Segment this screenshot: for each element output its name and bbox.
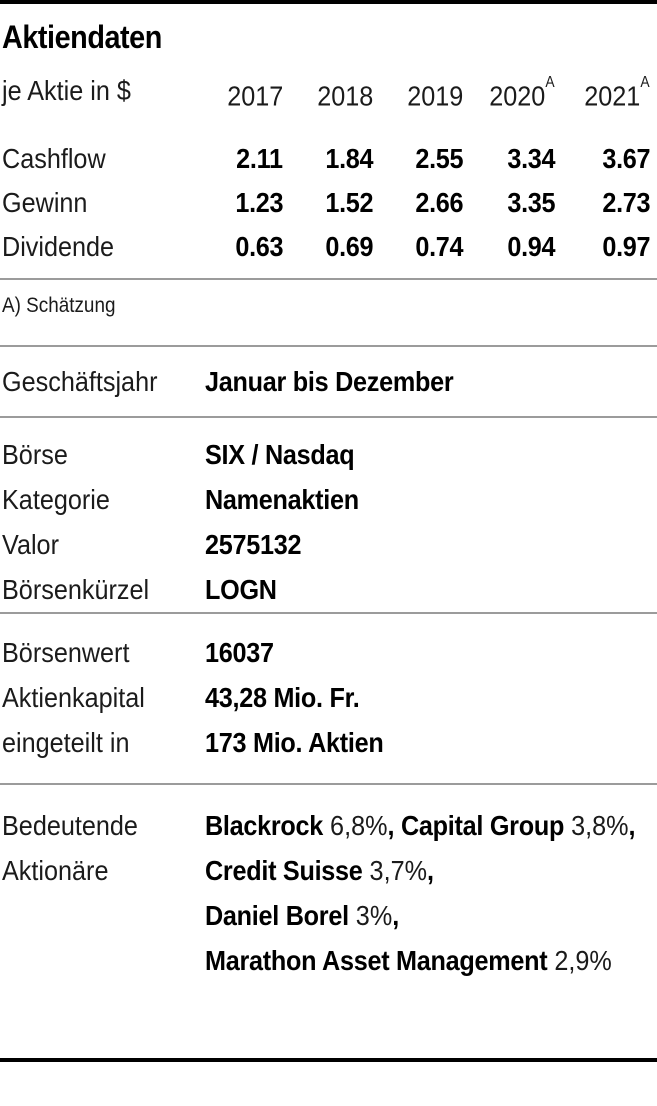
listing-label-boerse: Börse [2,439,68,471]
cell-value: 3.35 [507,187,555,219]
page-title-text: Aktiendaten [2,19,162,55]
row-label: Dividende [2,231,115,263]
cell-value: 0.63 [235,231,283,263]
listing-section: Börse SIX / Nasdaq Kategorie Namenaktien… [0,418,657,612]
fiscal-year-value: Januar bis Dezember [205,366,454,398]
table-row-dividende: Dividende 0.63 0.69 0.74 0.94 0.97 [0,225,657,269]
cell-value: 1.23 [235,187,283,219]
table-row-gewinn: Gewinn 1.23 1.52 2.66 3.35 2.73 [0,181,657,225]
page-title: Aktiendaten [2,18,657,56]
divider [0,278,657,281]
shareholder-line: Credit Suisse 3,7%, [205,855,434,887]
year-header-2017: 2017 [226,80,283,112]
cell-value: 2.55 [415,143,463,175]
shareholders-label-line1: Bedeutende [2,810,138,842]
table-row-cashflow: Cashflow 2.11 1.84 2.55 3.34 3.67 [0,137,657,181]
per-share-table: Cashflow 2.11 1.84 2.55 3.34 3.67 Gewinn… [0,137,657,269]
capital-section: Börsenwert 16037 Aktienkapital 43,28 Mio… [0,614,657,765]
listing-label-boersenkuerzel: Börsenkürzel [2,574,150,606]
footnote: A) Schätzung [2,294,116,318]
shareholder-line: Marathon Asset Management 2,9% [205,945,612,977]
top-rule [0,0,657,4]
cell-value: 3.67 [602,143,650,175]
shareholder-line: Daniel Borel 3%, [205,900,399,932]
shareholders-list: Blackrock 6,8%, Capital Group 3,8%, Cred… [205,803,657,983]
capital-label-boersenwert: Börsenwert [2,637,130,669]
listing-value-boerse: SIX / Nasdaq [205,439,355,471]
capital-label-aktienkapital: Aktienkapital [2,682,145,714]
row-label: Gewinn [2,187,88,219]
capital-label-eingeteilt-in: eingeteilt in [2,727,130,759]
cell-value: 0.94 [507,231,555,263]
cell-value: 1.52 [325,187,373,219]
capital-value-aktienkapital: 43,28 Mio. Fr. [205,682,360,714]
divider [0,612,657,615]
year-header-2021: 2021A [584,74,650,112]
year-header-2018: 2018 [316,80,373,112]
capital-value-boersenwert: 16037 [205,637,274,669]
year-header-2019: 2019 [406,80,463,112]
capital-value-eingeteilt-in: 173 Mio. Aktien [205,727,384,759]
fiscal-year-label: Geschäftsjahr [2,366,158,398]
table-header-row: je Aktie in $ 2017 2018 2019 2020A 2021A [0,74,657,112]
shareholder-line: Blackrock 6,8%, Capital Group 3,8%, [205,810,636,842]
cell-value: 1.84 [325,143,373,175]
cell-value: 2.66 [415,187,463,219]
shareholders-label-line2: Aktionäre [2,855,109,887]
cell-value: 3.34 [507,143,555,175]
divider [0,345,657,348]
bottom-rule [0,1058,657,1062]
cell-value: 2.73 [602,187,650,219]
shareholders-label: Bedeutende Aktionäre [2,803,205,983]
cell-value: 0.69 [325,231,373,263]
unit-label: je Aktie in $ [2,75,131,106]
divider [0,783,657,786]
listing-label-valor: Valor [2,529,59,561]
shareholders-section: Bedeutende Aktionäre Blackrock 6,8%, Cap… [0,785,657,983]
cell-value: 0.97 [602,231,650,263]
year-header-2020: 2020A [489,74,555,112]
listing-value-valor: 2575132 [205,529,302,561]
cell-value: 0.74 [415,231,463,263]
divider [0,416,657,419]
fiscal-year-row: Geschäftsjahr Januar bis Dezember [0,361,657,403]
listing-value-kategorie: Namenaktien [205,484,359,516]
row-label: Cashflow [2,143,106,175]
cell-value: 2.11 [236,143,283,175]
listing-value-boersenkuerzel: LOGN [205,574,277,606]
listing-label-kategorie: Kategorie [2,484,110,516]
